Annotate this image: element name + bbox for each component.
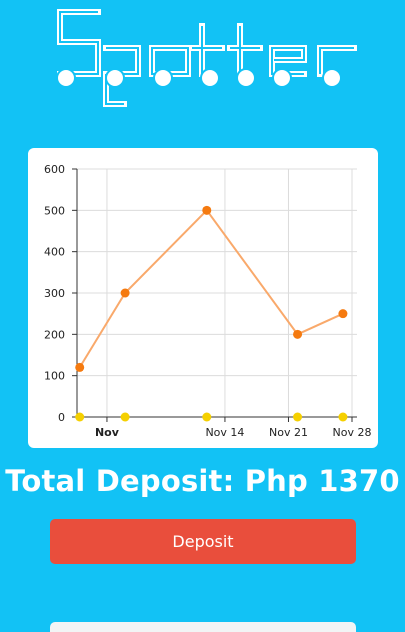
x-tick-label: Nov — [95, 426, 120, 439]
x-tick-label: Nov 21 — [269, 426, 308, 439]
total-deposit-label: Total Deposit: Php 1370 — [5, 464, 400, 498]
data-point — [338, 309, 348, 319]
data-point — [202, 205, 212, 215]
y-tick-label: 300 — [44, 287, 65, 300]
y-tick-label: 500 — [44, 204, 65, 217]
y-tick-label: 600 — [44, 163, 65, 176]
data-point — [293, 412, 303, 422]
x-tick-label: Nov 14 — [205, 426, 244, 439]
y-tick-label: 400 — [44, 246, 65, 259]
deposit-line-chart: 0 100 200 300 400 500 600 Nov Nov 14 Nov 21 Nov 28 — [44, 163, 372, 439]
series-line — [78, 208, 344, 368]
data-point — [338, 412, 348, 422]
data-point — [293, 329, 303, 339]
y-tick-label: 200 — [44, 328, 65, 341]
data-point — [202, 412, 212, 422]
data-point — [120, 412, 130, 422]
deposit-button[interactable]: Deposit — [50, 519, 356, 564]
y-tick-label: 0 — [58, 411, 65, 424]
data-point — [75, 412, 85, 422]
x-tick-label: Nov 28 — [333, 426, 372, 439]
deposit-chart-card: 0 100 200 300 400 500 600 Nov Nov 14 Nov 21 Nov 28 — [28, 148, 378, 448]
data-point — [75, 362, 85, 372]
y-tick-label: 100 — [44, 370, 65, 383]
spotter-logo — [56, 9, 357, 107]
data-point — [120, 288, 130, 298]
secondary-button-edge[interactable] — [50, 622, 356, 632]
